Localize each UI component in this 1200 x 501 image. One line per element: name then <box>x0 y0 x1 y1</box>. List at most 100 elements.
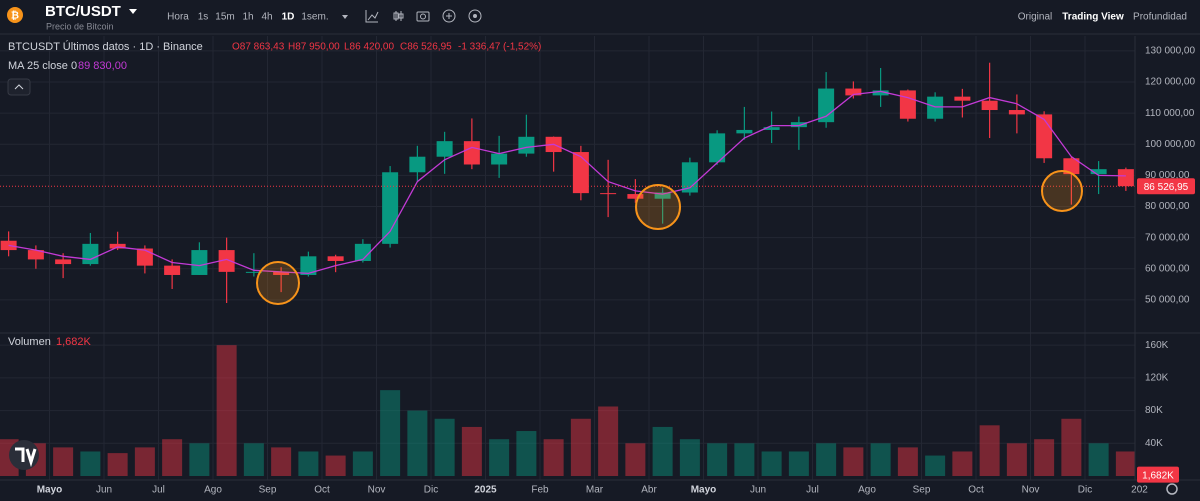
volume-bar <box>407 410 428 476</box>
candle-body <box>790 122 807 128</box>
y-tick-label: 70 000,00 <box>1145 232 1190 243</box>
candle-body <box>981 100 998 111</box>
settings-icon[interactable] <box>468 9 482 23</box>
candle-body <box>300 256 317 275</box>
volume-bar <box>734 443 755 476</box>
volume-legend: Volumen <box>8 336 51 348</box>
volume-bar <box>979 425 1000 476</box>
x-tick-label: 202 <box>1131 485 1148 496</box>
y-tick-label: 120 000,00 <box>1145 77 1195 88</box>
volume-tick-label: 160K <box>1145 340 1169 351</box>
candle-body <box>518 136 535 154</box>
volume-bar <box>1034 439 1055 476</box>
last-price-tag <box>1137 178 1195 195</box>
volume-tick-label: 80K <box>1145 405 1163 416</box>
volume-bar <box>461 426 482 476</box>
volume-bar <box>1115 451 1136 476</box>
x-tick-label: Mar <box>586 485 604 496</box>
add-icon[interactable] <box>442 9 456 23</box>
volume-bar <box>243 443 264 476</box>
candle-body <box>736 129 753 134</box>
candle-body <box>600 193 617 195</box>
axes: 50 000,00 60 000,00 70 000,00 80 000,00 90 0… <box>0 33 1200 501</box>
x-tick-label: Dic <box>1078 485 1092 496</box>
timeframe[interactable]: 1s <box>198 12 209 23</box>
settings-dot <box>473 14 477 18</box>
candle-body <box>572 152 589 194</box>
volume-bar <box>598 406 619 476</box>
volume-bar <box>298 451 319 476</box>
timeframe-dropdown[interactable] <box>342 15 348 19</box>
volume-bar <box>434 418 455 476</box>
snapshot-lens <box>420 13 426 20</box>
volume-bar <box>788 451 809 476</box>
x-tick-label: Ago <box>858 485 876 496</box>
grid <box>0 36 1140 480</box>
timeframe[interactable]: Hora <box>167 12 189 23</box>
candle-body <box>491 153 508 165</box>
candle-body <box>354 243 371 261</box>
symbol[interactable]: BTC/USDT <box>45 3 121 20</box>
timeframe[interactable]: 15m <box>215 12 234 23</box>
volume-bar <box>870 443 891 476</box>
candle-body <box>327 256 344 261</box>
y-tick-label: 110 000,00 <box>1145 108 1195 119</box>
timeframe[interactable]: 1D <box>282 12 295 23</box>
candle-icon[interactable] <box>393 11 404 21</box>
volume-bar <box>679 439 700 476</box>
volume-bar <box>843 447 864 476</box>
candle-body <box>899 90 916 119</box>
symbol-caret[interactable] <box>129 9 137 14</box>
view-tab[interactable]: Profundidad <box>1133 12 1187 23</box>
volume-bar <box>325 455 346 476</box>
collapse-button[interactable] <box>7 78 31 96</box>
candle-body <box>82 243 99 265</box>
collapse-chevron <box>14 84 24 90</box>
x-tick-label: Oct <box>968 485 984 496</box>
x-tick-label: Ago <box>204 485 222 496</box>
timeframes: Hora 1s 15m 1h 4h 1D 1sem. <box>167 12 328 23</box>
volume-tick-label: 120K <box>1145 373 1169 384</box>
ma-line <box>8 90 1126 275</box>
volume-legend-value: 1,682K <box>56 336 92 348</box>
candle-body <box>55 259 72 265</box>
timeframe[interactable]: 4h <box>261 12 272 23</box>
x-tick-label: Sep <box>913 485 931 496</box>
x-tick-label: Jun <box>750 485 766 496</box>
volume-bar <box>80 451 101 476</box>
y-tick-label: 100 000,00 <box>1145 139 1195 150</box>
x-tick-label: Oct <box>314 485 330 496</box>
x-tick-label: Abr <box>641 485 657 496</box>
symbol-subtitle: Precio de Bitcoin <box>46 21 114 31</box>
ohlc-value: L86 420,00 <box>344 42 394 53</box>
price-axis-panel <box>1135 36 1200 501</box>
snapshot-icon[interactable] <box>416 11 430 22</box>
highlight-circle <box>256 261 300 305</box>
candle-body <box>763 127 780 130</box>
volume-bar <box>816 443 837 476</box>
volume-bar <box>925 455 946 476</box>
ma-legend: MA 25 close 0 <box>8 60 77 72</box>
candle-body <box>927 96 944 119</box>
candle-body <box>136 248 153 266</box>
last-price-label: 86 526,95 <box>1144 182 1189 193</box>
timeframe[interactable]: 1sem. <box>301 12 328 23</box>
volume-bar <box>952 451 973 476</box>
volume-bar <box>516 431 537 476</box>
timeframe[interactable]: 1h <box>242 12 253 23</box>
volume-bar <box>543 439 564 476</box>
candle-body <box>1036 114 1053 159</box>
volume-bar <box>1006 443 1027 476</box>
candle-body <box>654 192 671 199</box>
volume-bar <box>189 443 210 476</box>
axis-settings[interactable] <box>1166 483 1178 495</box>
volume-bar <box>380 390 401 476</box>
view-tab[interactable]: Original <box>1018 12 1052 23</box>
x-tick-label: Mayo <box>691 485 717 496</box>
indicator-icon[interactable] <box>365 10 379 23</box>
ohlc-legend: O87 863,43 H87 950,00 L86 420,00 C86 526,95… <box>232 42 541 53</box>
legend-title: BTCUSDT Últimos datos · 1D · Binance <box>8 40 203 53</box>
view-tab[interactable]: Trading View <box>1062 12 1124 23</box>
volume-bar <box>489 439 510 476</box>
